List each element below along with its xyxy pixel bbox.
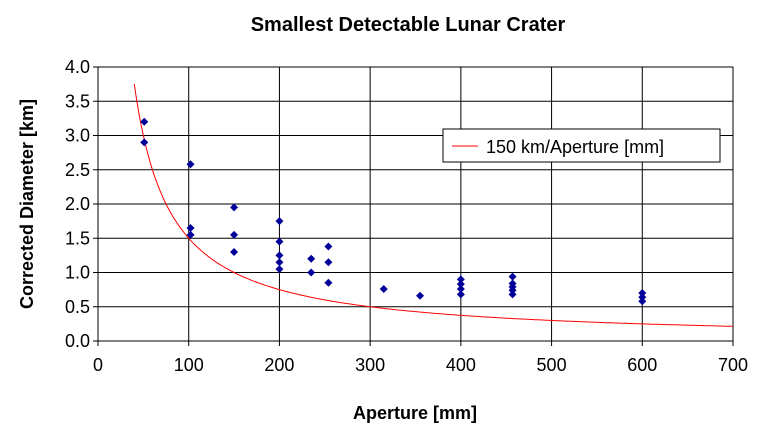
data-point [638,293,647,302]
data-point [508,272,517,281]
y-axis-label: Corrected Diameter [km] [17,99,37,309]
data-point [230,203,239,212]
data-point [456,290,465,299]
data-point [324,278,333,287]
data-point [140,138,149,147]
data-point [324,242,333,251]
data-point [456,275,465,284]
legend-box [442,128,721,163]
x-tick-label: 300 [355,355,385,375]
y-tick-label: 1.5 [65,228,90,248]
data-point [186,223,195,232]
y-tick-label: 0.5 [65,297,90,317]
data-point [230,230,239,239]
data-point [379,284,388,293]
data-point [638,297,647,306]
data-point [416,291,425,300]
x-tick-label: 400 [446,355,476,375]
x-tick-label: 500 [537,355,567,375]
data-point [140,117,149,126]
y-tick-label: 2.0 [65,194,90,214]
data-point [275,251,284,260]
data-point [275,265,284,274]
data-point [186,160,195,169]
y-tick-label: 0.0 [65,331,90,351]
data-point [307,254,316,263]
x-tick-label: 600 [627,355,657,375]
data-point [456,284,465,293]
x-tick-label: 200 [264,355,294,375]
y-tick-label: 3.0 [65,126,90,146]
legend: 150 km/Aperture [mm] [442,128,721,163]
data-point [307,268,316,277]
x-tick-label: 700 [718,355,748,375]
fit-curve [133,84,733,327]
y-tick-label: 2.5 [65,160,90,180]
data-point [186,230,195,239]
data-point [508,290,517,299]
data-point [275,237,284,246]
legend-label: 150 km/Aperture [mm] [486,137,664,157]
data-point [638,289,647,298]
y-tick-label: 3.5 [65,91,90,111]
chart-title: Smallest Detectable Lunar Crater [251,14,566,36]
y-tick-label: 4.0 [65,57,90,77]
data-point [230,247,239,256]
x-axis-label: Aperture [mm] [353,403,477,423]
x-tick-label: 100 [174,355,204,375]
data-point [324,258,333,267]
data-point [508,286,517,295]
data-point [275,217,284,226]
x-tick-label: 0 [93,355,103,375]
y-tick-label: 1.0 [65,263,90,283]
data-point [456,280,465,289]
data-point [275,258,284,267]
